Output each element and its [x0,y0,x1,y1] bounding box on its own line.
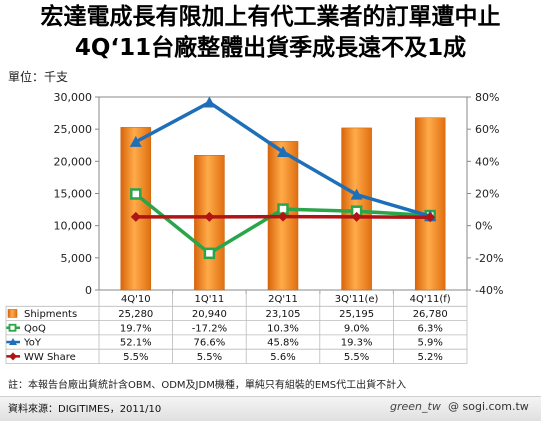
yoy-value-label: 45.8% [267,338,299,349]
footnote: 註：本報告台廠出貨統計含OBM、ODM及JDM機種，單純只有組裝的EMS代工出貨… [8,380,407,391]
right-tick-label: 80% [475,91,499,104]
category-label: 2Q'11 [268,294,298,305]
qoq-point [130,188,142,200]
qoq-value-label: 6.3% [417,323,442,334]
ww-share-point [204,211,215,222]
right-tick-label: 60% [475,123,499,136]
source-label: 資料來源：DIGITIMES，2011/10 [8,404,162,415]
yoy-value-label: 76.6% [194,338,226,349]
ww-share-legend-label: WW Share [24,352,76,363]
left-tick-label: 30,000 [54,91,93,104]
ww-share-point [351,211,362,222]
left-tick-label: 10,000 [54,220,93,233]
shipments-value-label: 26,780 [413,309,448,320]
right-tick-label: 0% [475,220,492,233]
watermark-site: @ sogi.com.tw [448,400,529,413]
yoy-legend-key [9,338,17,346]
shipments-value-label: 25,195 [339,309,374,320]
unit-label: 單位：千支 [8,70,69,84]
shipments-legend-label: Shipments [24,309,77,320]
yoy-value-label: 5.9% [417,338,442,349]
shipments-legend-key [7,309,18,318]
qoq-value-label: 9.0% [344,323,369,334]
ww-share-value-label: 5.2% [417,352,442,363]
qoq-point [203,247,216,260]
right-tick-label: 20% [475,188,499,201]
ww-share-value-label: 5.6% [270,352,295,363]
ww-share-value-label: 5.5% [197,352,222,363]
shipments-bar [120,127,152,291]
shipments-bar [194,155,225,291]
watermark-user: green_tw [390,400,441,413]
ww-share-value-label: 5.5% [123,352,148,363]
right-tick-label: 40% [475,155,499,168]
right-tick-label: -20% [475,252,503,265]
left-tick-label: 25,000 [54,123,93,136]
shipments-value-label: 25,280 [118,309,153,320]
category-label: 4Q'10 [121,294,151,305]
qoq-legend-label: QoQ [24,323,46,334]
left-tick-label: 5,000 [61,252,93,265]
category-label: 4Q'11(f) [410,294,451,305]
qoq-legend-key [8,323,17,332]
qoq-value-label: 10.3% [267,323,299,334]
footer-bar [0,396,541,421]
title-line-1: 宏達電成長有限加上有代工業者的訂單遭中止 [40,4,501,30]
yoy-legend-label: YoY [23,338,42,349]
yoy-point [350,188,363,200]
ww-share-legend-key [9,352,17,361]
right-tick-label: -40% [475,284,503,297]
qoq-value-label: 19.7% [120,323,152,334]
category-label: 3Q'11(e) [335,294,379,305]
ww-share-point [278,211,288,222]
shipments-value-label: 23,105 [266,309,301,320]
yoy-point [203,96,216,108]
left-tick-label: 20,000 [54,155,93,168]
category-label: 1Q'11 [195,294,225,305]
shipments-bar [414,117,446,291]
ww-share-point [425,212,436,223]
left-tick-label: 0 [85,284,92,297]
yoy-point [129,135,142,147]
yoy-point [277,146,289,158]
qoq-value-label: -17.2% [192,323,227,334]
yoy-value-label: 52.1% [120,338,152,349]
title-line-2: 4Q‘11台廠整體出貨季成長遠不及1成 [74,35,467,61]
chart: 0 5,000 10,000 15,000 20,000 25,000 30,000 -40%… [5,91,503,364]
shipments-value-label: 20,940 [192,309,227,320]
ww-share-point [130,211,141,222]
ww-share-value-label: 5.5% [344,352,369,363]
yoy-value-label: 19.3% [341,338,373,349]
left-tick-label: 15,000 [54,188,93,201]
